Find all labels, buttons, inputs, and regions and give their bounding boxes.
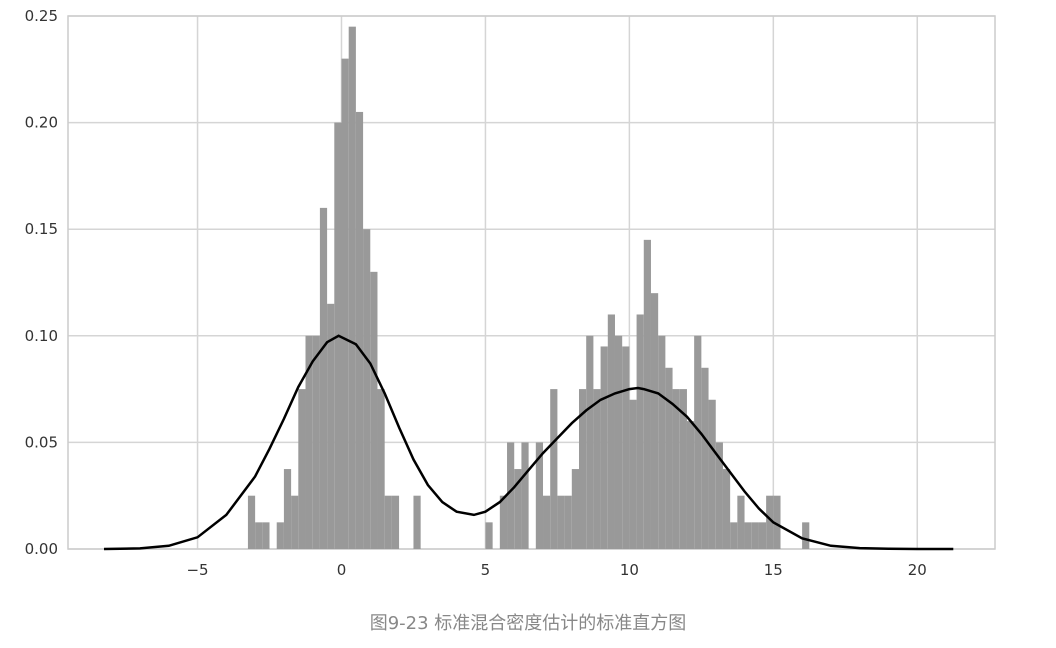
histogram-bar — [737, 495, 745, 549]
y-tick-label: 0.20 — [25, 114, 58, 132]
histogram-bar — [571, 469, 580, 549]
x-tick-label: 15 — [764, 561, 783, 579]
histogram-bar — [535, 442, 544, 549]
y-tick-label: 0.00 — [25, 540, 58, 558]
histogram-bar — [802, 522, 810, 549]
histogram-bar — [514, 469, 522, 549]
y-tick-label: 0.15 — [25, 220, 58, 238]
histogram-bar — [521, 442, 529, 549]
histogram-bar — [255, 522, 263, 549]
histogram-bar — [643, 239, 651, 550]
histogram-bar — [579, 389, 587, 549]
histogram-bar — [276, 522, 284, 549]
histogram-bar — [370, 271, 378, 549]
histogram-bar — [391, 495, 400, 549]
plot-frame — [67, 15, 996, 550]
histogram-bar — [291, 495, 299, 549]
histogram-bar — [283, 469, 292, 549]
histogram-bar — [650, 293, 659, 549]
x-tick-label: 0 — [337, 561, 347, 579]
histogram-bar — [327, 303, 335, 549]
histogram-bar — [247, 495, 256, 549]
histogram-bar — [305, 335, 313, 549]
histogram-bar — [600, 346, 608, 549]
histogram-bar — [499, 495, 508, 549]
x-tick-label: −5 — [186, 561, 208, 579]
histogram-bar — [665, 367, 673, 549]
histogram-kde-chart: −5 0 5 10 15 20 0.00 0.05 0.10 0.15 0.20 0.25 — [25, 7, 996, 579]
histogram-bar — [298, 389, 306, 549]
histogram-bar — [686, 421, 695, 549]
histogram-bar — [593, 389, 601, 549]
histogram-bar — [614, 335, 623, 549]
y-tick-label: 0.10 — [25, 327, 58, 345]
histogram-bar — [341, 58, 349, 549]
histogram-bar — [550, 389, 558, 549]
histogram-bar — [658, 335, 666, 549]
histogram-bar — [348, 26, 356, 550]
x-tick-label: 10 — [620, 561, 639, 579]
figure-caption: 图9-23 标准混合密度估计的标准直方图 — [369, 613, 687, 634]
x-axis-ticks: −5 0 5 10 15 20 — [186, 561, 926, 579]
histogram-bar — [564, 495, 572, 549]
x-tick-label: 20 — [908, 561, 927, 579]
histogram-bar — [672, 389, 680, 549]
histogram-bar — [319, 207, 328, 549]
histogram-bar — [773, 495, 781, 549]
histogram-bar — [413, 495, 421, 549]
histogram-bar — [485, 522, 493, 549]
histogram-bar — [708, 399, 716, 549]
y-tick-label: 0.05 — [25, 433, 58, 451]
histogram-bar — [701, 367, 709, 549]
histogram-bar — [377, 389, 385, 549]
histogram-bar — [607, 314, 615, 549]
histogram-bar — [363, 229, 371, 549]
histogram-bars — [247, 26, 810, 550]
histogram-bar — [507, 442, 515, 549]
histogram-bar — [636, 314, 644, 549]
histogram-bar — [622, 346, 630, 549]
histogram-bar — [355, 111, 364, 549]
histogram-bar — [766, 495, 774, 549]
histogram-bar — [586, 335, 594, 549]
histogram-bar — [384, 495, 392, 549]
histogram-bar — [715, 442, 723, 549]
histogram-bar — [722, 469, 731, 549]
x-tick-label: 5 — [481, 561, 491, 579]
histogram-bar — [679, 389, 687, 549]
kde-curve — [103, 334, 954, 551]
histogram-bar — [312, 335, 320, 549]
y-tick-label: 0.25 — [25, 7, 58, 25]
histogram-bar — [744, 522, 752, 549]
histogram-bar — [758, 522, 767, 549]
histogram-bar — [629, 399, 637, 549]
y-axis-ticks: 0.00 0.05 0.10 0.15 0.20 0.25 — [25, 7, 58, 558]
histogram-bar — [730, 522, 738, 549]
grid-lines — [68, 15, 995, 550]
histogram-bar — [262, 522, 270, 549]
histogram-bar — [557, 495, 565, 549]
histogram-bar — [694, 335, 702, 549]
histogram-bar — [751, 522, 759, 549]
histogram-bar — [543, 495, 551, 549]
